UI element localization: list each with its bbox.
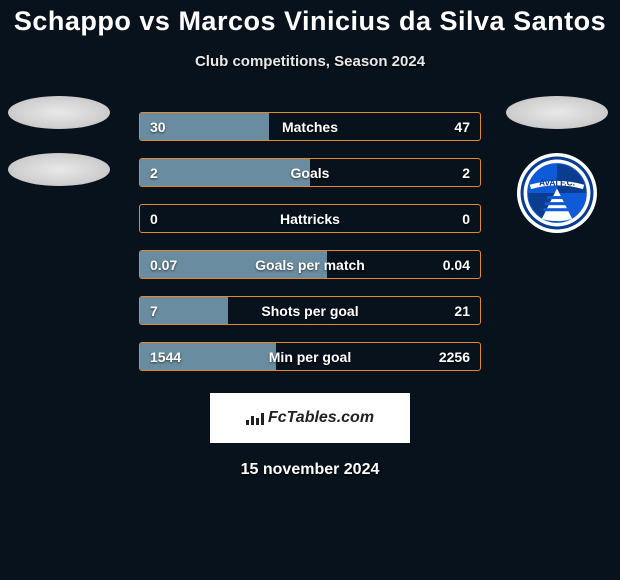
stat-label: Matches xyxy=(140,119,480,135)
stat-label: Hattricks xyxy=(140,211,480,227)
club-left-placeholder xyxy=(8,153,110,186)
stat-row: 2Goals2 xyxy=(139,158,481,187)
svg-text:AVAÍ F.C.: AVAÍ F.C. xyxy=(539,176,575,187)
subtitle: Club competitions, Season 2024 xyxy=(0,53,620,70)
right-column: AVAÍ F.C. xyxy=(506,96,608,233)
page-title: Schappo vs Marcos Vinicius da Silva Sant… xyxy=(0,0,620,37)
watermark-text: FcTables.com xyxy=(268,409,374,427)
stat-value-right: 0 xyxy=(462,211,470,227)
stat-label: Goals per match xyxy=(140,257,480,273)
club-right-logo: AVAÍ F.C. xyxy=(517,153,597,233)
stat-row: 7Shots per goal21 xyxy=(139,296,481,325)
left-column xyxy=(8,96,110,186)
avai-fc-icon: AVAÍ F.C. xyxy=(519,155,595,231)
player-right-avatar xyxy=(506,96,608,129)
stat-value-right: 47 xyxy=(454,119,470,135)
stat-row: 30Matches47 xyxy=(139,112,481,141)
stat-label: Goals xyxy=(140,165,480,181)
stat-label: Shots per goal xyxy=(140,303,480,319)
fctables-watermark: FcTables.com xyxy=(210,393,410,443)
stat-bars: 30Matches47 2Goals2 0Hattricks0 0.07Goals p… xyxy=(139,112,481,371)
stat-row: 0Hattricks0 xyxy=(139,204,481,233)
stat-row: 0.07Goals per match0.04 xyxy=(139,250,481,279)
date-label: 15 november 2024 xyxy=(0,461,620,479)
stat-value-right: 21 xyxy=(454,303,470,319)
bars-chart-icon xyxy=(246,411,264,425)
comparison-card: Schappo vs Marcos Vinicius da Silva Sant… xyxy=(0,0,620,580)
stat-value-right: 0.04 xyxy=(443,257,470,273)
stats-area: AVAÍ F.C. 30Matches472Goals20Hattricks00… xyxy=(0,112,620,371)
stat-row: 1544Min per goal2256 xyxy=(139,342,481,371)
stat-value-right: 2256 xyxy=(439,349,470,365)
stat-value-right: 2 xyxy=(462,165,470,181)
stat-label: Min per goal xyxy=(140,349,480,365)
player-left-avatar xyxy=(8,96,110,129)
